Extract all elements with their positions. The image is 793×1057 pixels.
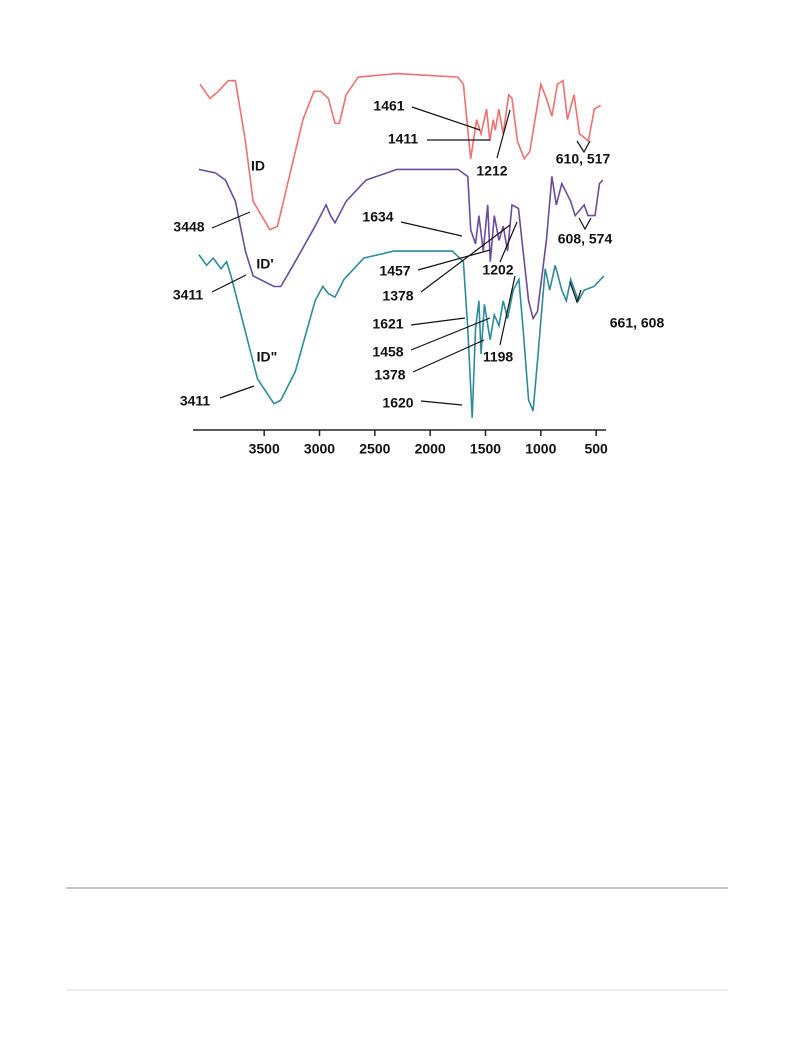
peak-label: 1620 [382, 395, 413, 411]
leader-line [496, 109, 511, 159]
peak-label: 3411 [180, 393, 211, 409]
spectrum-line [198, 168, 604, 321]
x-tick-label: 500 [584, 441, 608, 457]
x-tick-label: 1500 [470, 441, 501, 457]
peak-label: 3448 [173, 219, 204, 235]
leader-line [411, 106, 481, 131]
leader-line [578, 217, 592, 231]
leader-line [410, 317, 466, 326]
leader-line [219, 385, 255, 399]
leader-line [420, 400, 463, 406]
peak-label: 3411 [173, 287, 204, 303]
peak-label: 608, 574 [558, 231, 613, 247]
peak-label: 1634 [362, 209, 393, 225]
peak-label: 1411 [388, 131, 419, 147]
peak-label: 1621 [372, 316, 403, 332]
leader-line [417, 249, 491, 271]
leader-line [211, 274, 247, 293]
x-tick-label: 3000 [304, 441, 335, 457]
leader-line [412, 339, 485, 373]
series-label: ID" [257, 349, 278, 365]
leader-line [211, 211, 251, 229]
leader-line [499, 221, 518, 263]
peak-label: 1202 [482, 262, 513, 278]
leader-line [410, 317, 491, 351]
series-label: ID' [256, 256, 273, 272]
leader-line [499, 275, 516, 346]
leader-line [400, 221, 463, 237]
x-tick-label: 2500 [359, 441, 390, 457]
peak-label: 1378 [382, 288, 413, 304]
spectrum-line [198, 250, 605, 418]
x-tick-label: 1000 [525, 441, 556, 457]
peak-label: 1457 [379, 263, 410, 279]
peak-label: 661, 608 [610, 315, 665, 331]
series-label: ID [251, 158, 265, 174]
leader-line [576, 140, 591, 154]
leader-line [569, 281, 582, 304]
peak-label: 1198 [483, 349, 514, 365]
peak-label: 1458 [372, 344, 403, 360]
leader-line [420, 224, 511, 293]
peak-label: 1212 [476, 163, 507, 179]
x-tick-label: 2000 [415, 441, 446, 457]
spectrum-line [199, 72, 601, 231]
peak-label: 1461 [373, 98, 404, 114]
x-tick-label: 3500 [249, 441, 280, 457]
peak-label: 1378 [374, 367, 405, 383]
peak-label: 610, 517 [556, 151, 611, 167]
